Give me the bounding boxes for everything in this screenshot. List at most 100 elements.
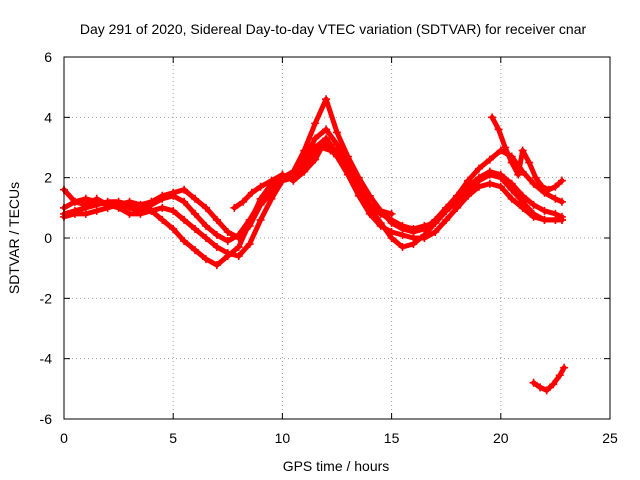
series-pass-6 <box>488 113 566 194</box>
data-point <box>485 179 494 188</box>
data-point <box>278 170 287 179</box>
data-point <box>158 215 167 224</box>
data-point <box>289 176 298 185</box>
gridlines <box>64 57 610 419</box>
data-point <box>453 203 462 212</box>
data-point <box>201 234 210 242</box>
data-point <box>180 237 189 246</box>
data-point <box>256 215 265 224</box>
data-point <box>551 194 560 203</box>
x-tick-label: 5 <box>169 430 177 446</box>
data-point <box>239 197 248 206</box>
data-point <box>343 155 352 164</box>
data-point <box>343 170 352 179</box>
data-point <box>114 197 123 206</box>
x-tick-label: 20 <box>493 430 509 446</box>
data-point <box>70 206 79 215</box>
data-point <box>191 224 200 233</box>
axes-ticks <box>63 56 611 420</box>
data-point <box>136 203 145 212</box>
x-tick-label: 25 <box>602 430 618 446</box>
data-point <box>551 182 560 191</box>
data-point <box>560 363 569 372</box>
data-point <box>398 243 407 252</box>
data-point <box>409 234 418 242</box>
data-point <box>180 215 189 224</box>
data-point <box>300 167 309 176</box>
data-point <box>518 146 527 155</box>
data-point <box>540 215 549 224</box>
data-point <box>322 125 331 134</box>
data-point <box>514 170 523 179</box>
data-point <box>464 191 473 200</box>
data-point <box>365 200 374 209</box>
data-point <box>335 149 344 158</box>
data-point <box>365 209 374 218</box>
y-tick-label: 0 <box>44 230 52 246</box>
data-point <box>311 155 320 164</box>
data-point <box>409 224 418 233</box>
data-point <box>501 143 510 152</box>
data-point <box>247 188 256 197</box>
data-point <box>540 206 549 215</box>
data-point <box>496 182 505 191</box>
data-point <box>201 203 210 212</box>
data-point <box>223 227 232 236</box>
y-tick-label: -4 <box>40 351 53 367</box>
data-point <box>333 140 341 149</box>
y-axis-label: SDTVAR / TECUs <box>6 182 22 294</box>
data-point <box>442 206 451 215</box>
data-point <box>529 179 538 188</box>
data-point <box>474 164 483 173</box>
data-point <box>544 185 553 194</box>
data-point <box>398 221 407 230</box>
data-layer <box>60 95 569 395</box>
data-point <box>147 197 156 206</box>
y-tick-label: 4 <box>44 109 52 125</box>
data-point <box>442 215 451 224</box>
data-point <box>191 246 200 255</box>
data-point <box>245 240 254 249</box>
data-point <box>81 194 90 203</box>
data-point <box>555 371 564 380</box>
y-tick-label: 6 <box>44 49 52 65</box>
data-point <box>536 383 545 392</box>
data-point <box>256 200 265 209</box>
series-pass-4 <box>60 140 566 261</box>
data-point <box>70 197 79 206</box>
data-point <box>191 194 200 203</box>
data-point <box>376 221 385 230</box>
data-point <box>103 197 112 206</box>
data-point <box>529 378 538 387</box>
data-point <box>376 206 385 215</box>
data-point <box>557 197 566 206</box>
series-line <box>61 96 565 244</box>
data-point <box>525 158 534 167</box>
data-point <box>317 143 326 152</box>
x-axis-label: GPS time / hours <box>283 458 390 474</box>
tick-labels: 0 5 10 15 20 25 -6 -4 -2 0 2 4 6 <box>40 49 618 446</box>
data-point <box>245 221 254 230</box>
data-point <box>387 209 396 218</box>
y-tick-label: -2 <box>40 290 53 306</box>
data-point <box>191 209 200 218</box>
data-point <box>518 203 527 212</box>
data-point <box>81 203 90 212</box>
data-point <box>267 194 276 203</box>
data-point <box>125 200 134 209</box>
series-pass-7 <box>529 363 569 395</box>
data-point <box>230 203 239 212</box>
data-point <box>496 146 505 155</box>
data-point <box>234 234 243 242</box>
data-point <box>507 194 516 203</box>
data-point <box>529 212 538 221</box>
data-point <box>311 134 320 143</box>
data-point <box>158 191 167 200</box>
data-point <box>488 113 497 122</box>
data-point <box>180 197 189 206</box>
x-tick-label: 10 <box>275 430 291 446</box>
data-point <box>420 221 429 230</box>
data-point <box>223 249 232 258</box>
data-point <box>354 191 363 200</box>
data-point <box>147 206 156 215</box>
